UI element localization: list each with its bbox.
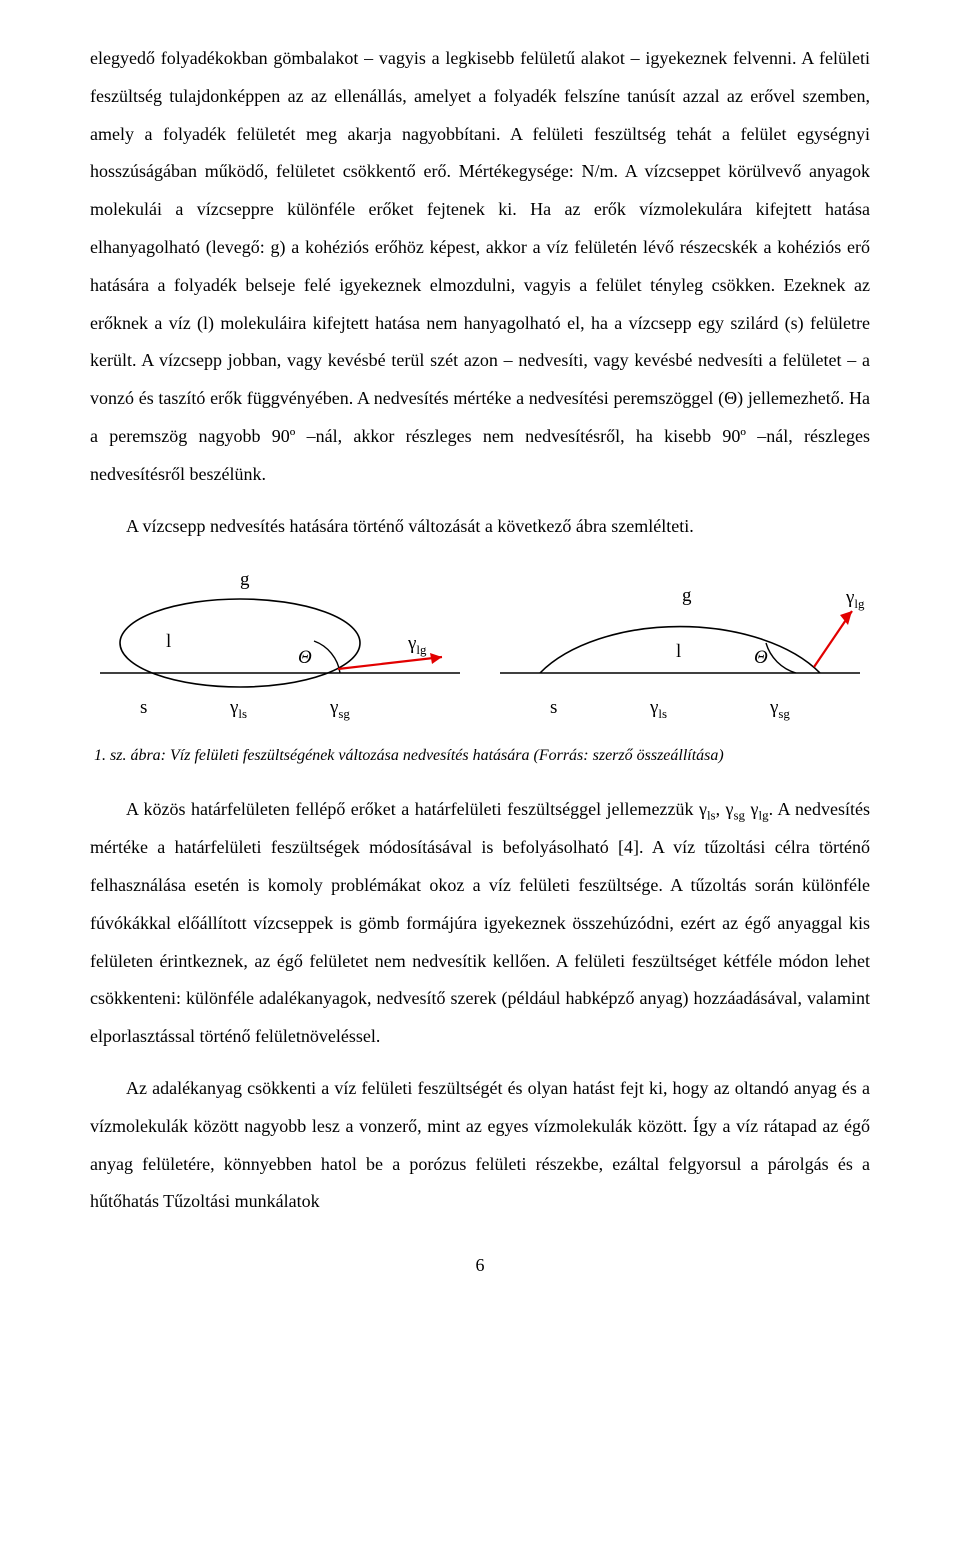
svg-text:Θ: Θ (754, 647, 768, 668)
p3-mid2: γ (745, 799, 758, 819)
svg-text:γsg: γsg (329, 697, 350, 721)
page-number: 6 (90, 1255, 870, 1276)
svg-text:l: l (676, 641, 681, 662)
p3-sub-ls: ls (707, 808, 716, 823)
svg-text:γsg: γsg (769, 697, 790, 721)
p3-sub-sg: sg (734, 808, 746, 823)
svg-text:g: g (682, 585, 692, 606)
p3-rest: . A nedvesítés mértéke a határfelületi f… (90, 799, 870, 1046)
svg-text:γlg: γlg (407, 633, 427, 657)
svg-text:γls: γls (649, 697, 667, 721)
paragraph-2: A vízcsepp nedvesítés hatására történő v… (90, 508, 870, 546)
figure-caption: 1. sz. ábra: Víz felületi feszültségének… (90, 747, 870, 765)
svg-text:g: g (240, 569, 250, 590)
paragraph-1: elegyedő folyadékokban gömbalakot – vagy… (90, 40, 870, 494)
figure-1: g l Θγlg s γls γsg g l Θγlg s γls γsg (90, 563, 870, 733)
p3-mid1: , γ (716, 799, 734, 819)
p3-sub-lg: lg (758, 808, 768, 823)
svg-text:l: l (166, 631, 171, 652)
svg-text:γlg: γlg (845, 587, 865, 611)
paragraph-4: Az adalékanyag csökkenti a víz felületi … (90, 1070, 870, 1221)
surface-tension-diagram: g l Θγlg s γls γsg g l Θγlg s γls γsg (90, 563, 870, 733)
svg-text:s: s (140, 697, 147, 718)
paragraph-3: A közös határfelületen fellépő erőket a … (90, 791, 870, 1056)
svg-text:Θ: Θ (298, 647, 312, 668)
page-container: elegyedő folyadékokban gömbalakot – vagy… (0, 0, 960, 1306)
svg-text:γls: γls (229, 697, 247, 721)
p3-prefix: A közös határfelületen fellépő erőket a … (126, 799, 707, 819)
svg-text:s: s (550, 697, 557, 718)
